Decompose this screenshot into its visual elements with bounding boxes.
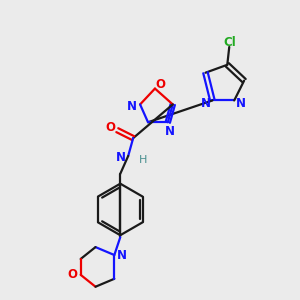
Text: N: N [165, 125, 175, 138]
Text: O: O [155, 78, 165, 91]
Text: O: O [68, 268, 78, 281]
Text: N: N [127, 100, 137, 113]
Text: N: N [116, 152, 126, 164]
Text: N: N [236, 97, 246, 110]
Text: H: H [139, 155, 147, 165]
Text: O: O [105, 121, 116, 134]
Text: N: N [117, 248, 127, 262]
Text: Cl: Cl [223, 35, 236, 49]
Text: N: N [200, 97, 211, 110]
